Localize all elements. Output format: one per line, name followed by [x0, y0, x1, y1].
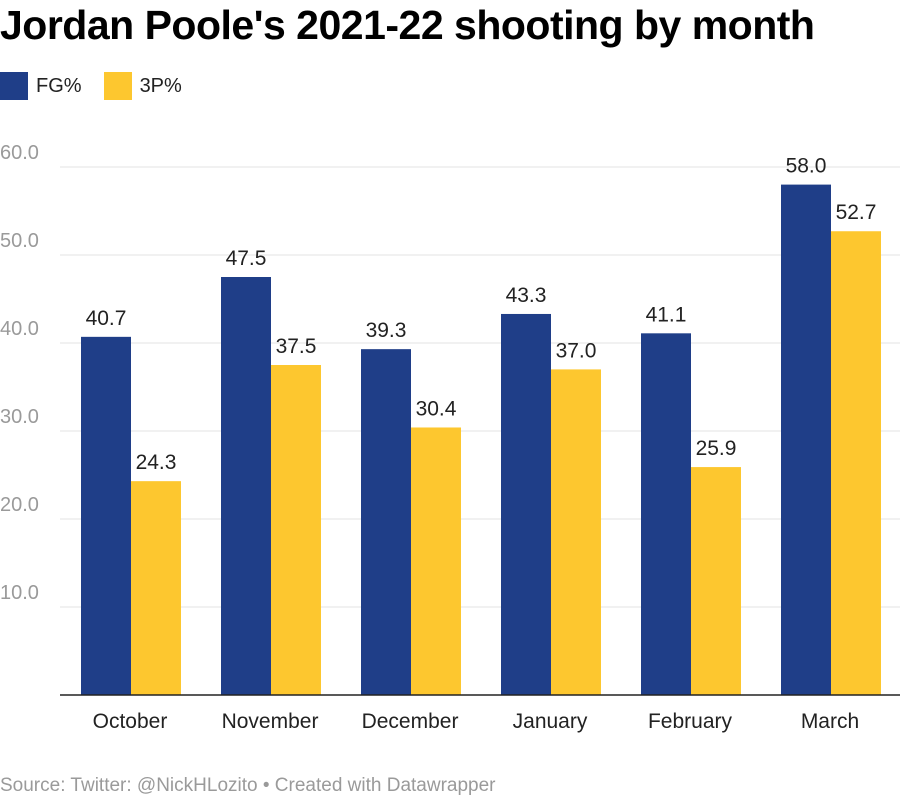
data-label-fg: 41.1 — [646, 303, 687, 326]
bar-3p — [691, 467, 741, 695]
y-tick-label: 10.0 — [0, 582, 39, 604]
y-tick-label: 30.0 — [0, 406, 39, 428]
bar-chart: 10.0 20.0 30.0 40.0 50.0 60.0 40.7 24.3 October 4… — [0, 142, 900, 733]
bar-3p — [131, 481, 181, 695]
x-tick-label: January — [513, 710, 588, 733]
legend: FG% 3P% — [0, 72, 204, 100]
legend-item-fg: FG% — [0, 72, 82, 100]
legend-label-3p: 3P% — [139, 74, 182, 97]
data-label-fg: 43.3 — [506, 284, 547, 307]
data-label-3p: 25.9 — [696, 437, 737, 460]
bar-fg — [81, 336, 131, 695]
x-tick-label: February — [648, 710, 733, 733]
data-label-fg: 39.3 — [366, 319, 407, 342]
chart-title: Jordan Poole's 2021-22 shooting by month — [0, 2, 815, 48]
y-tick-label: 60.0 — [0, 142, 39, 164]
legend-swatch-fg — [0, 72, 28, 100]
bar-3p — [271, 365, 321, 695]
x-tick-label: November — [222, 710, 319, 733]
bar-fg — [361, 349, 411, 695]
data-label-3p: 37.0 — [556, 339, 597, 362]
data-label-3p: 37.5 — [276, 335, 317, 358]
y-tick-label: 40.0 — [0, 318, 39, 340]
bar-3p — [411, 427, 461, 695]
data-label-fg: 40.7 — [86, 307, 127, 330]
y-tick-label: 20.0 — [0, 494, 39, 516]
bar-3p — [551, 369, 601, 695]
bar-fg — [221, 277, 271, 695]
legend-label-fg: FG% — [36, 74, 82, 97]
x-tick-label: March — [801, 710, 859, 733]
x-tick-label: October — [93, 710, 168, 733]
bar-fg — [781, 184, 831, 695]
y-tick-label: 50.0 — [0, 230, 39, 252]
data-label-3p: 30.4 — [416, 397, 457, 420]
data-label-fg: 47.5 — [226, 247, 267, 270]
data-label-3p: 24.3 — [136, 451, 177, 474]
bar-3p — [831, 231, 881, 695]
bar-fg — [641, 333, 691, 695]
data-label-fg: 58.0 — [786, 155, 827, 178]
data-label-3p: 52.7 — [836, 201, 877, 224]
bar-fg — [501, 313, 551, 695]
legend-swatch-3p — [103, 72, 132, 100]
x-tick-label: December — [362, 710, 459, 733]
legend-item-3p: 3P% — [103, 72, 182, 100]
source-footer: Source: Twitter: @NickHLozito • Created … — [0, 775, 496, 796]
